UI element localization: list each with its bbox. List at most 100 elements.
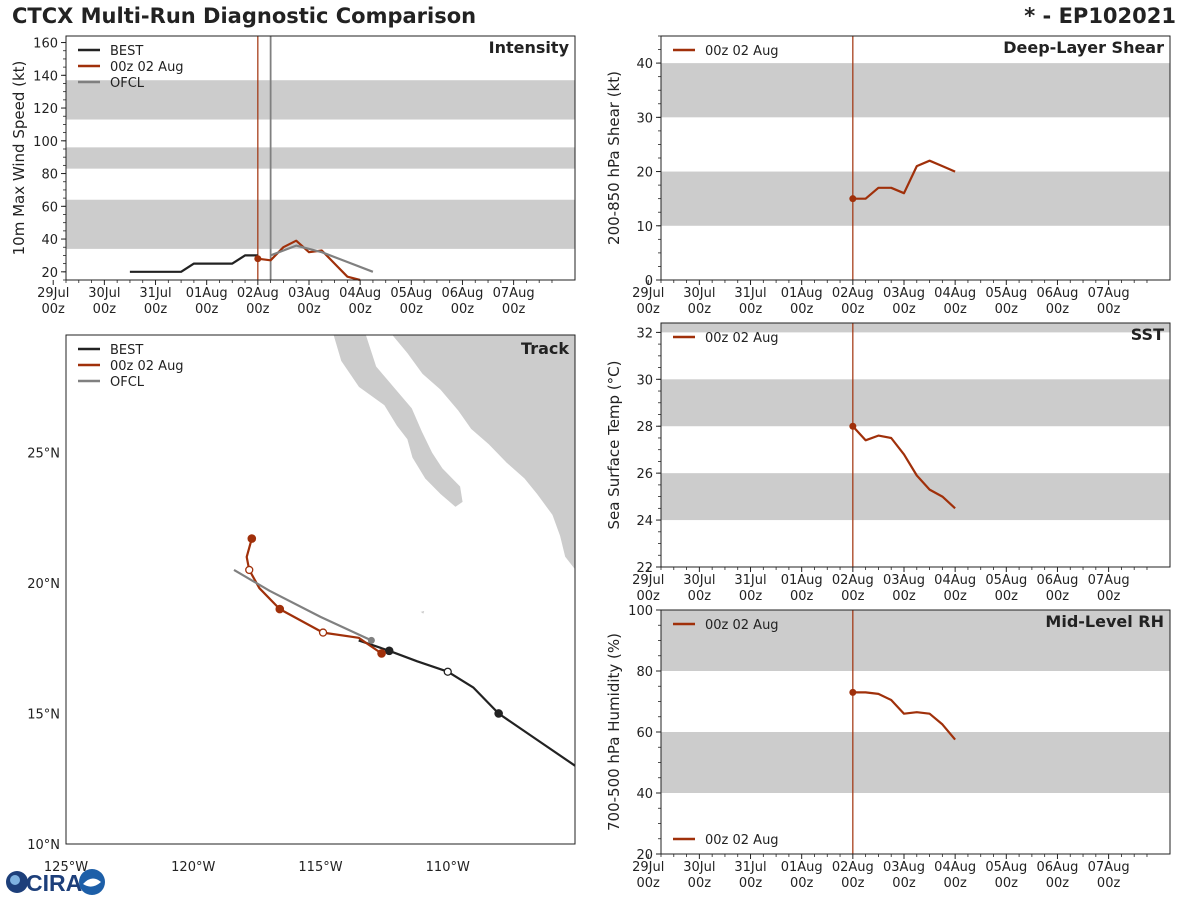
track-frame bbox=[65, 334, 576, 845]
intensity-frame bbox=[65, 35, 576, 281]
intensity-xtick-label: 30Jul bbox=[88, 286, 120, 301]
intensity-ytick-label: 40 bbox=[41, 233, 58, 248]
rh-xtick-sublabel: 00z bbox=[892, 876, 916, 891]
sst-ytick-label: 30 bbox=[636, 373, 653, 388]
rh-xtick-sublabel: 00z bbox=[841, 876, 865, 891]
shear-xtick-sublabel: 00z bbox=[790, 302, 814, 317]
sst-xtick-label: 04Aug bbox=[934, 573, 976, 588]
intensity-band-0 bbox=[66, 199, 575, 249]
sst-frame bbox=[660, 322, 1171, 568]
rh-xtick-label: 04Aug bbox=[934, 860, 976, 875]
intensity-xtick-sublabel: 00z bbox=[246, 302, 270, 317]
rh-xtick-sublabel: 00z bbox=[1097, 876, 1121, 891]
cira-logo: CIRA bbox=[6, 869, 105, 896]
sst-panel-title: SST bbox=[1131, 325, 1164, 344]
sst-xtick-label: 30Jul bbox=[683, 573, 715, 588]
rh-xtick-sublabel: 00z bbox=[995, 876, 1019, 891]
sst-xtick-label: 03Aug bbox=[883, 573, 925, 588]
shear-xtick-sublabel: 00z bbox=[739, 302, 763, 317]
intensity-xtick-sublabel: 00z bbox=[42, 302, 66, 317]
track-ytick-label: 10°N bbox=[27, 838, 60, 853]
sst-xtick-sublabel: 00z bbox=[1097, 589, 1121, 604]
shear-xtick-sublabel: 00z bbox=[943, 302, 967, 317]
rh-xtick-label: 03Aug bbox=[883, 860, 925, 875]
intensity-xtick-label: 29Jul bbox=[37, 286, 69, 301]
intensity-xtick-sublabel: 00z bbox=[502, 302, 526, 317]
intensity-xtick-sublabel: 00z bbox=[93, 302, 117, 317]
rh-legend-bottom-label: 00z 02 Aug bbox=[705, 833, 779, 848]
sst-xtick-sublabel: 00z bbox=[739, 589, 763, 604]
sst-point-00z-02-aug bbox=[849, 422, 857, 430]
shear-xtick-sublabel: 00z bbox=[841, 302, 865, 317]
shear-legend-label: 00z 02 Aug bbox=[705, 44, 779, 59]
csu-seal-wave bbox=[83, 878, 101, 887]
intensity-xtick-sublabel: 00z bbox=[451, 302, 475, 317]
rh-band-0 bbox=[661, 732, 1170, 793]
shear-xtick-label: 04Aug bbox=[934, 286, 976, 301]
rh-band-1 bbox=[661, 610, 1170, 671]
rh-legend-label: 00z 02 Aug bbox=[705, 618, 779, 633]
cira-logo-text: CIRA bbox=[26, 870, 82, 896]
track-point-ofcl bbox=[367, 636, 375, 644]
sst-ytick-label: 26 bbox=[636, 467, 653, 482]
shear-ytick-label: 0 bbox=[645, 274, 653, 289]
rh-xtick-sublabel: 00z bbox=[739, 876, 763, 891]
track-line-00z-02-aug bbox=[245, 538, 383, 655]
rh-panel-title: Mid-Level RH bbox=[1045, 612, 1164, 631]
rh-ytick-label: 100 bbox=[628, 604, 653, 619]
shear-xtick-sublabel: 00z bbox=[1097, 302, 1121, 317]
sst-ytick-label: 22 bbox=[636, 561, 653, 576]
intensity-ytick-label: 80 bbox=[41, 168, 58, 183]
track-xtick-label: 120°W bbox=[171, 860, 215, 875]
shear-ylabel: 200-850 hPa Shear (kt) bbox=[605, 71, 623, 245]
sst-band-0 bbox=[661, 473, 1170, 521]
intensity-point-00z-02-aug bbox=[254, 255, 262, 263]
figure-title: CTCX Multi-Run Diagnostic Comparison bbox=[12, 4, 477, 28]
storm-id: * - EP102021 bbox=[1024, 4, 1176, 28]
intensity-xtick-label: 07Aug bbox=[493, 286, 535, 301]
sst-xtick-sublabel: 00z bbox=[790, 589, 814, 604]
sst-band-2 bbox=[661, 323, 1170, 333]
intensity-panel-title: Intensity bbox=[489, 38, 570, 57]
sst-xtick-label: 31Jul bbox=[734, 573, 766, 588]
shear-xtick-label: 03Aug bbox=[883, 286, 925, 301]
shear-ytick-label: 10 bbox=[636, 220, 653, 235]
shear-ytick-label: 30 bbox=[636, 111, 653, 126]
track-legend-label: 00z 02 Aug bbox=[110, 359, 184, 374]
rh-xtick-label: 07Aug bbox=[1088, 860, 1130, 875]
shear-xtick-sublabel: 00z bbox=[1046, 302, 1070, 317]
intensity-legend-label: 00z 02 Aug bbox=[110, 60, 184, 75]
rh-ytick-label: 20 bbox=[636, 848, 653, 863]
intensity-xtick-label: 06Aug bbox=[441, 286, 483, 301]
sst-xtick-sublabel: 00z bbox=[841, 589, 865, 604]
track-xtick-label: 125°W bbox=[44, 860, 88, 875]
rh-xtick-label: 02Aug bbox=[832, 860, 874, 875]
rh-ytick-label: 60 bbox=[636, 726, 653, 741]
rh-xtick-sublabel: 00z bbox=[1046, 876, 1070, 891]
shear-xtick-label: 05Aug bbox=[985, 286, 1027, 301]
sst-ytick-label: 32 bbox=[636, 326, 653, 341]
shear-xtick-label: 29Jul bbox=[632, 286, 664, 301]
track-point-open-best bbox=[443, 667, 452, 676]
intensity-xtick-label: 31Jul bbox=[139, 286, 171, 301]
land-islet bbox=[418, 609, 426, 615]
track-point-00z-02-aug bbox=[247, 534, 257, 543]
sst-xtick-label: 29Jul bbox=[632, 573, 664, 588]
shear-xtick-sublabel: 00z bbox=[995, 302, 1019, 317]
intensity-xtick-sublabel: 00z bbox=[348, 302, 372, 317]
intensity-ytick-label: 20 bbox=[41, 266, 58, 281]
shear-ytick-label: 40 bbox=[636, 57, 653, 72]
intensity-legend-label: OFCL bbox=[110, 76, 145, 91]
intensity-ytick-label: 120 bbox=[33, 102, 58, 117]
track-point-00z-02-aug bbox=[275, 604, 285, 614]
rh-xtick-sublabel: 00z bbox=[790, 876, 814, 891]
rh-xtick-label: 31Jul bbox=[734, 860, 766, 875]
track-point-best bbox=[494, 709, 503, 718]
shear-xtick-label: 02Aug bbox=[832, 286, 874, 301]
intensity-xtick-sublabel: 00z bbox=[400, 302, 424, 317]
rh-ytick-label: 40 bbox=[636, 787, 653, 802]
rh-ylabel: 700-500 hPa Humidity (%) bbox=[605, 633, 623, 831]
intensity-ytick-label: 60 bbox=[41, 200, 58, 215]
shear-xtick-label: 31Jul bbox=[734, 286, 766, 301]
